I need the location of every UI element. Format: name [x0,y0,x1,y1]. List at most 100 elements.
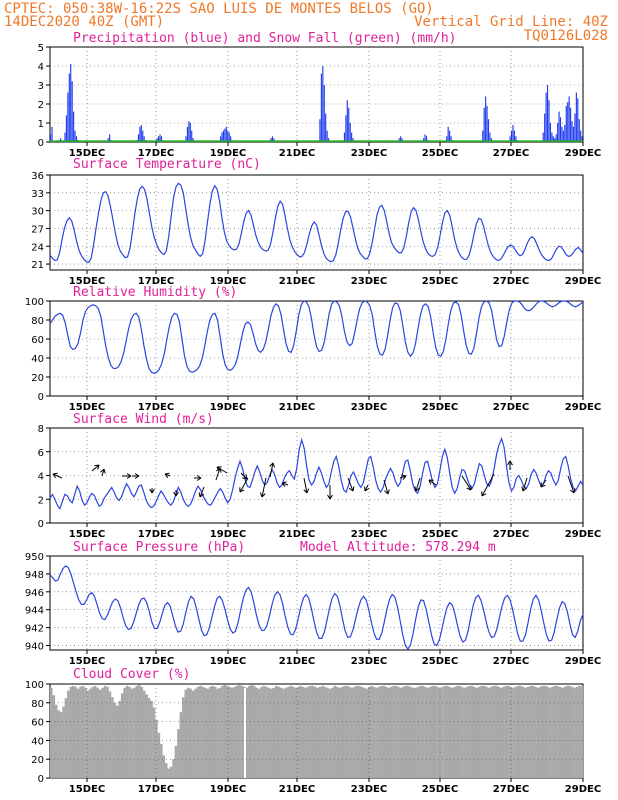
cloud-bar [196,686,200,778]
cloud-bar [287,686,290,778]
wind-arrow-head [52,472,58,479]
cloud-bar [455,685,459,778]
precip-bar [515,136,517,142]
x-tick-label: 23DEC [351,276,387,287]
precip-bar [158,136,160,142]
cloud-bar [375,687,378,778]
cloud-bar [108,691,112,778]
cloud-bar [94,685,97,778]
cloud-bar [380,685,383,778]
x-tick-label: 29DEC [565,656,601,667]
precip-bar [70,64,72,142]
precip-bar [68,73,70,142]
x-tick-label: 25DEC [422,276,458,287]
cloud-bar [475,687,479,778]
x-tick-label: 25DEC [422,402,458,413]
panel-title: Relative Humidity (%) [73,285,237,300]
precip-bar [571,121,573,142]
cloud-bar [179,712,183,778]
cloud-bar [138,684,141,778]
cloud-bar [169,766,173,778]
y-tick-label: 0 [38,392,44,403]
cloud-bar [120,693,124,778]
precip-bar [572,126,575,142]
wind-arrow-head [196,475,202,481]
cloud-bar [111,697,114,778]
cloud-bar [448,686,452,778]
cloud-bar [326,687,329,778]
precip-bar [558,111,560,142]
precip-bar [568,96,570,142]
cloud-bar [534,686,537,778]
y-tick-label: 40 [31,736,44,747]
cloud-bar [318,686,322,778]
precip-bar [398,138,400,142]
wind-arrow [364,484,369,492]
cloud-bar [321,685,324,778]
header-grid-line: Vertical Grid Line: 40Z [414,14,608,30]
cloud-bar [443,685,447,778]
cloud-bar [101,687,104,778]
x-tick-label: 19DEC [210,402,246,413]
panel-title: Surface Pressure (hPa) [73,540,245,555]
x-tick-label: 27DEC [493,529,529,540]
cloud-bar [299,685,302,778]
wind-arrow [239,477,249,493]
wind-arrow-head [569,488,576,494]
cloud-bar [350,687,354,778]
precip-bar [139,126,141,142]
cloud-bar [130,688,134,778]
cloud-bar [191,690,195,778]
header-model: TQ0126L028 [524,28,608,44]
y-tick-label: 4 [38,472,44,483]
precip-bar [322,66,324,142]
precip-bar [564,124,566,142]
panel-2: 21 24 27 30 33 36 15DEC 17DEC 19DEC 21DEC 23DEC 25D… [31,157,601,287]
cloud-bar [167,768,170,778]
cloud-bar [228,686,232,778]
x-tick-label: 15DEC [69,402,105,413]
y-tick-label: 0 [38,138,44,149]
cloud-bar [152,707,156,778]
cloud-bar [387,687,390,778]
x-tick-label: 17DEC [138,529,174,540]
wind-arrow [215,467,221,481]
cloud-bar [265,686,268,778]
y-tick-label: 100 [25,297,44,308]
x-tick-label: 15DEC [69,784,105,795]
y-tick-label: 20 [31,755,44,766]
y-tick-label: 2 [38,495,44,506]
precip-bar [74,130,76,142]
cloud-bar [463,687,466,778]
precip-bar [273,138,275,142]
cloud-bar [289,685,293,778]
cloud-bar [155,719,158,778]
x-tick-label: 21DEC [279,148,315,159]
precip-bar [544,113,546,142]
wind-arrow-head [94,464,100,470]
wind-arrow-head [364,486,370,492]
cloud-bar [296,686,300,778]
cloud-bar [245,687,249,778]
y-tick-label: 100 [25,680,44,691]
precip-bar [143,136,145,142]
cloud-bar [419,685,422,778]
x-tick-label: 25DEC [422,529,458,540]
precip-bar [575,92,577,142]
cloud-bar [233,686,236,778]
cloud-bar [382,685,386,778]
x-tick-label: 15DEC [69,529,105,540]
wind-arrow-head [481,491,487,497]
precip-bar [581,136,583,142]
cloud-bar [272,687,276,778]
precip-bar [71,81,73,142]
cloud-bar [204,687,207,778]
cloud-bar [135,685,139,778]
cloud-bar [142,690,146,778]
cloud-bar [394,685,398,778]
cloud-bar [50,687,53,778]
cloud-bar [348,686,351,778]
cloud-bar [538,686,542,778]
precip-bar [513,130,515,142]
y-tick-label: 27 [31,224,44,235]
